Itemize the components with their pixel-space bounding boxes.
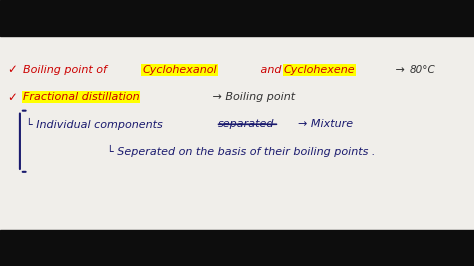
Text: → Boiling point: → Boiling point — [209, 92, 295, 102]
Text: Fractional distillation: Fractional distillation — [23, 92, 139, 102]
Text: └ Seperated on the basis of their boiling points .: └ Seperated on the basis of their boilin… — [107, 144, 375, 156]
Text: ✓: ✓ — [7, 91, 17, 103]
Text: └ Individual components: └ Individual components — [26, 118, 163, 130]
Text: separated: separated — [218, 119, 274, 129]
Text: and: and — [257, 65, 285, 75]
Text: → Mixture: → Mixture — [298, 119, 353, 129]
Text: Cyclohexene: Cyclohexene — [283, 65, 355, 75]
Text: ✓: ✓ — [7, 63, 17, 76]
Text: 80°C: 80°C — [410, 65, 436, 75]
Text: Cyclohexanol: Cyclohexanol — [142, 65, 217, 75]
Text: Boiling point of: Boiling point of — [23, 65, 110, 75]
Text: →: → — [392, 65, 405, 75]
